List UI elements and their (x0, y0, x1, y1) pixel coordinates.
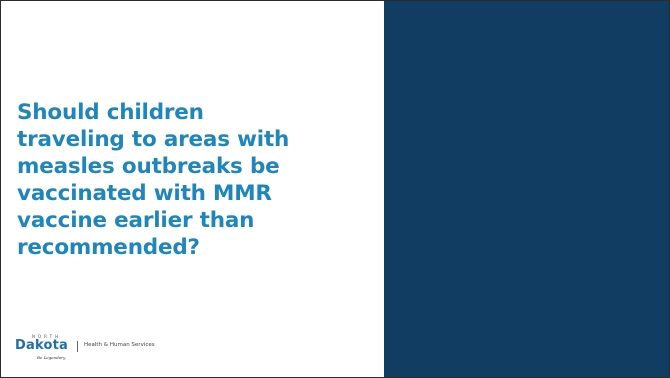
question-line: measles outbreaks be (17, 154, 280, 179)
slide-question: Should children traveling to areas with … (17, 99, 372, 261)
question-line: vaccine earlier than (17, 208, 255, 233)
nd-hhs-logo: NORTH Dakota Be Legendary. Health & Huma… (15, 334, 215, 364)
logo-north-text: NORTH (32, 334, 62, 339)
logo-dakota-text: Dakota (15, 338, 68, 353)
question-line: vaccinated with MMR (17, 181, 272, 206)
logo-tagline: Be Legendary. (37, 355, 66, 360)
right-color-panel (384, 1, 669, 377)
left-panel: Should children traveling to areas with … (1, 1, 384, 377)
question-line: Should children (17, 100, 204, 125)
question-line: traveling to areas with (17, 127, 290, 152)
logo-department: Health & Human Services (84, 342, 155, 348)
logo-divider (77, 341, 78, 352)
question-line: recommended? (17, 235, 200, 260)
